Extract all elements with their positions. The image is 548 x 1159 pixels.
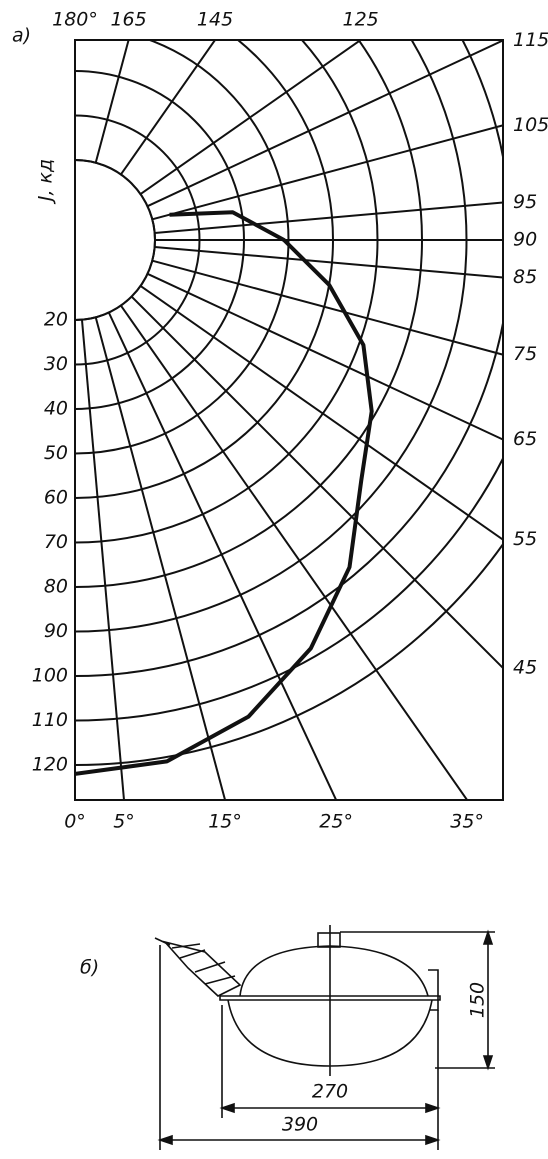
dimension: 390 [282, 1114, 318, 1136]
y-tick-label: 50 [44, 442, 68, 464]
x-tick-label: 75 [513, 343, 537, 365]
x-tick-label: 65 [513, 428, 537, 450]
y-tick-label: 40 [44, 398, 68, 420]
x-tick-label: 25° [319, 811, 353, 833]
y-tick-label: 90 [44, 620, 68, 642]
y-tick-label: 30 [44, 353, 68, 375]
grid-ray [154, 201, 503, 235]
x-tick-label: 35° [450, 811, 484, 833]
lamp-drawing [154, 925, 495, 1150]
y-axis-label: J, кд [35, 159, 57, 205]
dimension: 150 [467, 982, 489, 1018]
grid-ray [152, 259, 503, 356]
x-tick-label: 15° [208, 811, 242, 833]
x-tick-label: 165 [110, 9, 146, 31]
grid-ray [130, 295, 503, 670]
intensity-curve [75, 210, 374, 776]
grid-ray [152, 124, 503, 221]
panel-label: а) [12, 25, 31, 47]
x-tick-label: 90 [513, 229, 537, 251]
x-tick-label: 125 [342, 9, 378, 31]
grid-ray [147, 272, 503, 441]
grid-ray [107, 312, 338, 800]
x-tick-label: 180° [52, 9, 98, 31]
x-tick-label: 5° [113, 811, 135, 833]
x-tick-label: 85 [513, 266, 537, 288]
grid-arc [75, 40, 503, 677]
grid-ray [139, 40, 363, 195]
y-tick-label: 110 [32, 709, 68, 731]
x-tick-label: 145 [197, 9, 233, 31]
x-tick-label: 0° [64, 811, 86, 833]
x-tick-label: 105 [513, 114, 548, 136]
grid-ray [80, 319, 125, 800]
y-tick-label: 80 [44, 576, 68, 598]
y-tick-label: 20 [44, 309, 68, 331]
grid-ray [147, 40, 503, 208]
x-tick-label: 115 [513, 29, 548, 51]
grid-ray [120, 304, 469, 800]
grid-arc [75, 40, 468, 633]
grid-ray [94, 317, 227, 800]
inner-circle [75, 159, 156, 321]
x-tick-label: 45 [513, 657, 537, 679]
grid-ray [154, 245, 503, 279]
y-tick-label: 60 [44, 487, 68, 509]
x-tick-label: 95 [513, 191, 537, 213]
x-tick-label: 55 [513, 528, 537, 550]
grid-ray [139, 285, 503, 541]
y-tick-label: 100 [32, 665, 68, 687]
lamp-label: б) [80, 957, 99, 979]
y-tick-label: 120 [32, 754, 68, 776]
y-tick-label: 70 [44, 531, 68, 553]
grid-ray [120, 40, 217, 176]
frame [74, 39, 504, 801]
dimension: 270 [312, 1081, 348, 1103]
grid-arc [75, 456, 503, 722]
